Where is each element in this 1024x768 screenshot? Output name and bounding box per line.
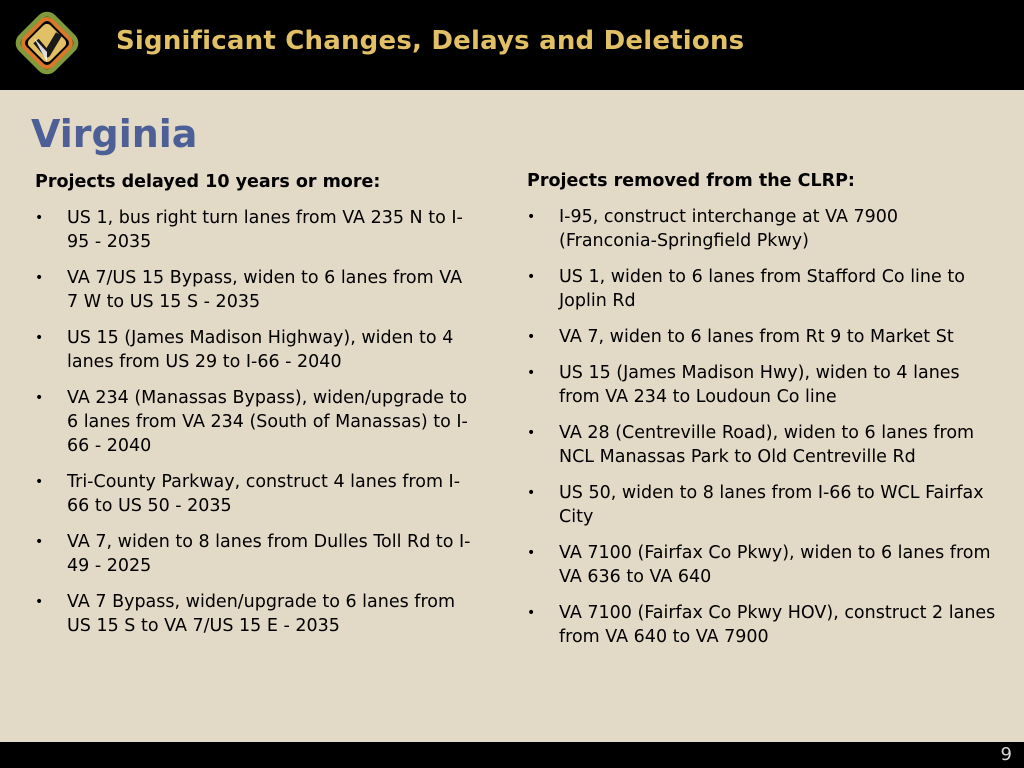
removed-projects-heading: Projects removed from the CLRP: [527,171,855,191]
list-item-text: US 15 (James Madison Hwy), widen to 4 la… [559,363,960,407]
list-item: • US 1, bus right turn lanes from VA 235 … [35,206,475,254]
bullet-icon: • [527,329,536,345]
page-number: 9 [1000,744,1012,765]
bullet-icon: • [527,269,536,285]
list-item-text: VA 7, widen to 8 lanes from Dulles Toll … [67,532,471,576]
bullet-icon: • [35,474,44,490]
bullet-icon: • [527,365,536,381]
list-item-text: VA 7100 (Fairfax Co Pkwy HOV), construct… [559,603,996,647]
list-item: • VA 234 (Manassas Bypass), widen/upgrade… [35,386,475,458]
slide-footer: 9 [0,742,1024,768]
bullet-icon: • [527,485,536,501]
bullet-icon: • [527,545,536,561]
list-item-text: US 50, widen to 8 lanes from I-66 to WCL… [559,483,984,527]
list-item: • VA 7100 (Fairfax Co Pkwy), widen to 6 l… [527,541,997,589]
list-item-text: I-95, construct interchange at VA 7900 (… [559,207,899,251]
list-item-text: US 1, bus right turn lanes from VA 235 N… [67,208,463,252]
list-item: • US 50, widen to 8 lanes from I-66 to WC… [527,481,997,529]
list-item: • Tri-County Parkway, construct 4 lanes f… [35,470,475,518]
list-item: • US 15 (James Madison Highway), widen to… [35,326,475,374]
list-item: • US 1, widen to 6 lanes from Stafford Co… [527,265,997,313]
delayed-projects-heading: Projects delayed 10 years or more: [35,172,381,192]
list-item-text: VA 234 (Manassas Bypass), widen/upgrade … [67,388,468,456]
list-item-text: US 1, widen to 6 lanes from Stafford Co … [559,267,965,311]
list-item-text: VA 7/US 15 Bypass, widen to 6 lanes from… [67,268,463,312]
list-item: • VA 7, widen to 8 lanes from Dulles Toll… [35,530,475,578]
list-item-text: VA 28 (Centreville Road), widen to 6 lan… [559,423,975,467]
list-item: • VA 7 Bypass, widen/upgrade to 6 lanes f… [35,590,475,638]
list-item: • VA 7100 (Fairfax Co Pkwy HOV), construc… [527,601,997,649]
list-item-text: US 15 (James Madison Highway), widen to … [67,328,454,372]
list-item: • I-95, construct interchange at VA 7900 … [527,205,997,253]
bullet-icon: • [35,330,44,346]
list-item-text: VA 7 Bypass, widen/upgrade to 6 lanes fr… [67,592,456,636]
list-item-text: Tri-County Parkway, construct 4 lanes fr… [67,472,461,516]
list-item: • VA 7, widen to 6 lanes from Rt 9 to Mar… [527,325,997,349]
bullet-icon: • [35,210,44,226]
organization-logo-icon [15,11,79,75]
removed-projects-list: • I-95, construct interchange at VA 7900 … [527,205,997,649]
removed-projects-column: Projects removed from the CLRP: • I-95, c… [527,171,997,661]
bullet-icon: • [35,270,44,286]
section-heading: Virginia [31,112,198,156]
bullet-icon: • [527,605,536,621]
list-item-text: VA 7, widen to 6 lanes from Rt 9 to Mark… [559,327,954,347]
bullet-icon: • [527,425,536,441]
delayed-projects-list: • US 1, bus right turn lanes from VA 235 … [35,206,475,638]
slide-title: Significant Changes, Delays and Deletion… [116,26,745,56]
bullet-icon: • [35,534,44,550]
list-item: • VA 28 (Centreville Road), widen to 6 la… [527,421,997,469]
bullet-icon: • [35,390,44,406]
list-item: • US 15 (James Madison Hwy), widen to 4 l… [527,361,997,409]
list-item-text: VA 7100 (Fairfax Co Pkwy), widen to 6 la… [559,543,991,587]
list-item: • VA 7/US 15 Bypass, widen to 6 lanes fro… [35,266,475,314]
slide-header: Significant Changes, Delays and Deletion… [0,0,1024,90]
delayed-projects-column: Projects delayed 10 years or more: • US 1… [35,171,475,650]
bullet-icon: • [527,209,536,225]
bullet-icon: • [35,594,44,610]
